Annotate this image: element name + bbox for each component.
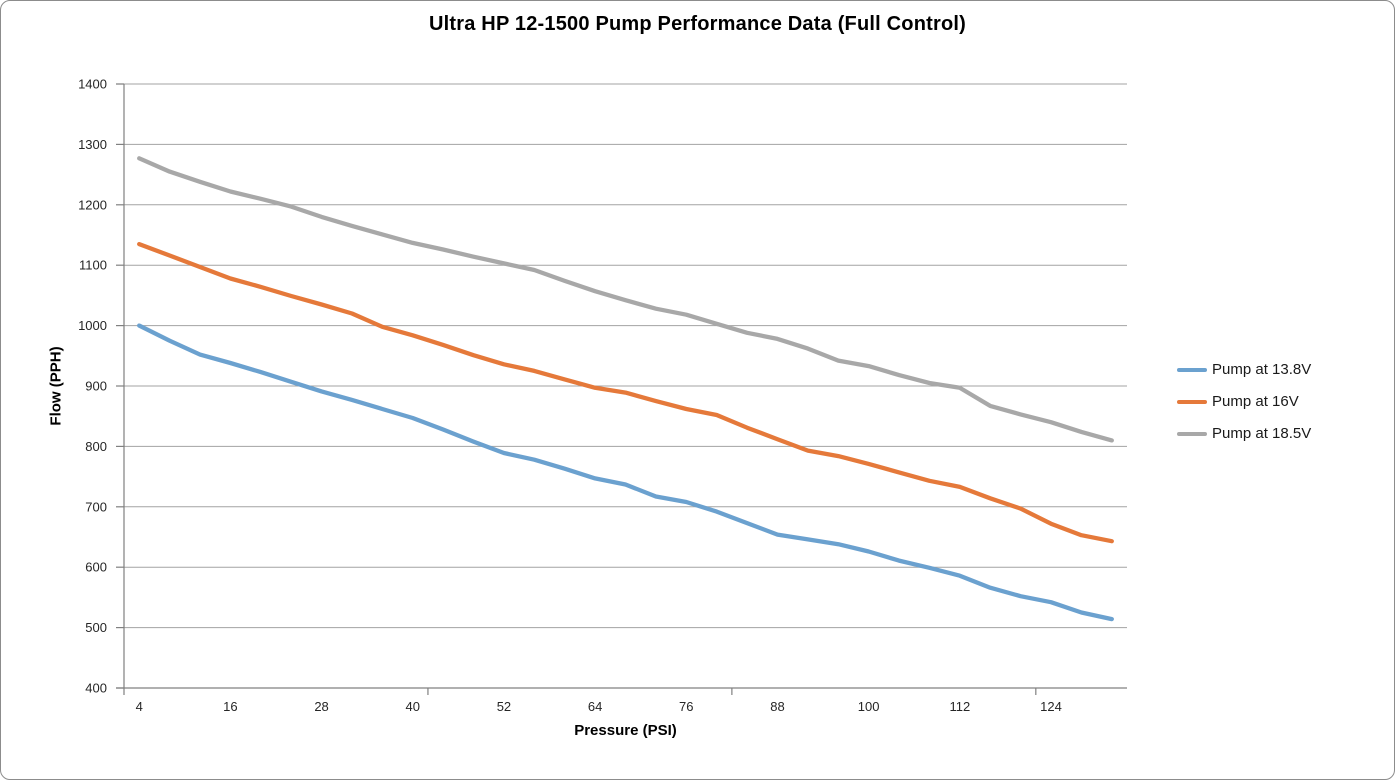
- legend-item: Pump at 18.5V: [1177, 423, 1311, 444]
- svg-text:1100: 1100: [79, 258, 107, 273]
- svg-text:28: 28: [314, 699, 328, 714]
- svg-text:1200: 1200: [78, 197, 107, 212]
- x-axis-title: Pressure (PSI): [574, 722, 677, 739]
- svg-text:800: 800: [85, 439, 107, 454]
- svg-text:52: 52: [497, 699, 511, 714]
- legend-label: Pump at 16V: [1212, 393, 1299, 410]
- legend-line-swatch: [1177, 431, 1207, 436]
- legend-label: Pump at 18.5V: [1212, 425, 1312, 442]
- x-tick-labels: 4 16 28 40 52 64 76 88 100 112 124: [136, 699, 1062, 714]
- svg-text:88: 88: [770, 699, 784, 714]
- svg-text:16: 16: [223, 699, 237, 714]
- svg-text:124: 124: [1040, 699, 1062, 714]
- svg-text:500: 500: [85, 620, 107, 635]
- svg-text:64: 64: [588, 699, 602, 714]
- svg-text:76: 76: [679, 699, 693, 714]
- svg-text:900: 900: [85, 379, 107, 394]
- series-line-pump-at-16v: [137, 241, 1114, 544]
- legend-item: Pump at 13.8V: [1177, 359, 1311, 380]
- axes: [116, 83, 1127, 695]
- legend-item: Pump at 16V: [1177, 391, 1311, 412]
- svg-text:1300: 1300: [78, 137, 107, 152]
- legend: Pump at 13.8V Pump at 16V Pump at 18.5V: [1177, 359, 1311, 444]
- series-line-pump-at-13-8v: [137, 323, 1114, 622]
- legend-line-swatch: [1177, 399, 1207, 404]
- legend-label: Pump at 13.8V: [1212, 361, 1312, 378]
- svg-text:400: 400: [85, 681, 107, 696]
- svg-text:40: 40: [406, 699, 420, 714]
- y-axis-title: Flow (PPH): [47, 346, 65, 426]
- svg-text:600: 600: [85, 560, 107, 575]
- svg-text:1000: 1000: [78, 318, 107, 333]
- svg-text:700: 700: [85, 499, 107, 514]
- y-tick-labels: 400 500 600 700 800 900 1000 1100 1200 1300 1400: [78, 77, 107, 696]
- series-line-pump-at-18-5v: [137, 156, 1114, 443]
- svg-text:4: 4: [136, 699, 143, 714]
- gridlines: [124, 83, 1127, 629]
- legend-line-swatch: [1177, 367, 1207, 372]
- svg-text:100: 100: [858, 699, 880, 714]
- svg-text:112: 112: [949, 699, 970, 714]
- chart-title: Ultra HP 12-1500 Pump Performance Data (…: [428, 13, 967, 35]
- svg-text:1400: 1400: [78, 77, 107, 92]
